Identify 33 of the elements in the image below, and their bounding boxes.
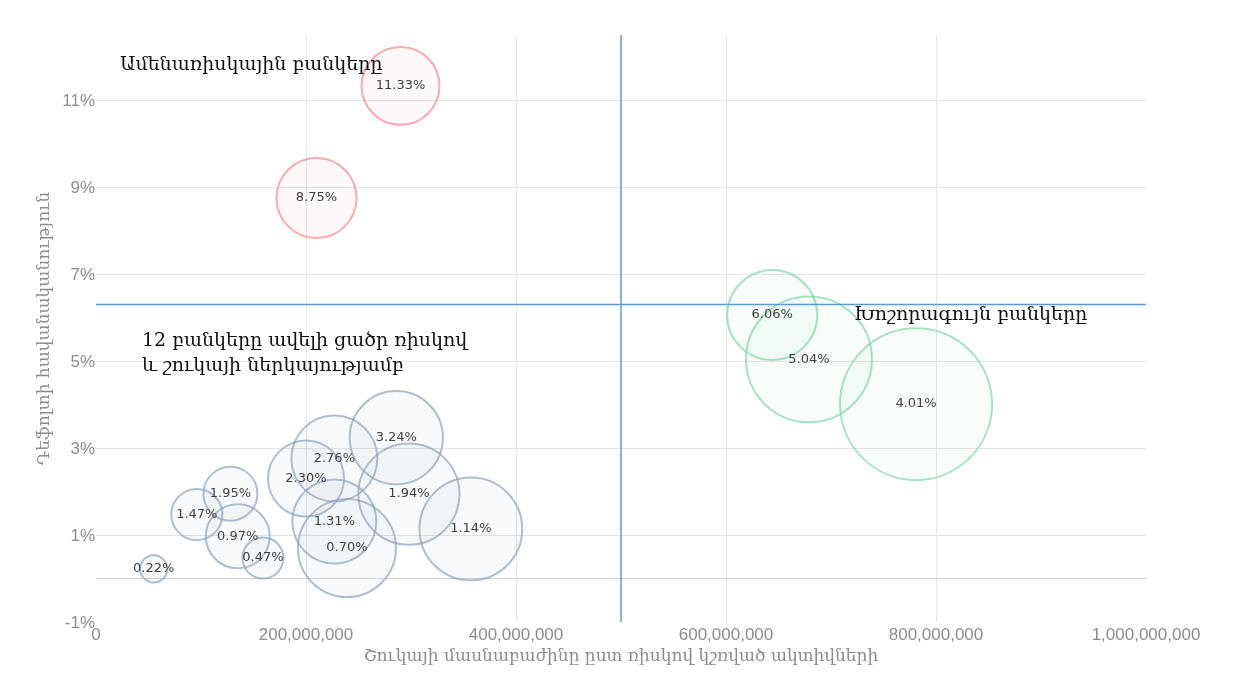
y-tick-label: 1%	[70, 525, 95, 545]
data-label: 1.14%	[450, 520, 492, 536]
y-axis-title: Դեֆոլտի հավանականություն	[32, 191, 53, 466]
y-tick-label: 7%	[70, 265, 95, 285]
y-tick-label: 3%	[70, 439, 95, 459]
y-tick-label: 9%	[70, 178, 95, 198]
data-label: 3.24%	[375, 428, 417, 444]
annotation: Խոշորագույն բանկերը	[854, 302, 1088, 324]
annotation: 12 բանկերը ավելի ցածր ռիսկով և շուկայի ներկայությամբ	[142, 328, 470, 375]
data-label: 0.70%	[326, 539, 368, 555]
y-tick-label: 11%	[62, 91, 95, 111]
x-tick-label: 800,000,000	[888, 625, 984, 644]
data-label: 8.75%	[295, 189, 338, 205]
data-label: 1.31%	[313, 512, 356, 528]
annotation: Ամենառիսկային բանկերը	[120, 52, 383, 74]
data-label: 11.33%	[375, 77, 426, 93]
data-label: 1.94%	[388, 485, 430, 501]
x-tick-label: 200,000,000	[258, 625, 354, 644]
x-tick-label: 400,000,000	[468, 625, 564, 644]
data-label: 4.01%	[895, 395, 937, 411]
x-tick-label: 1,000,000,000	[1091, 625, 1201, 644]
data-label: 2.76%	[313, 449, 356, 465]
x-tick-label: 600,000,000	[678, 625, 774, 644]
data-label: 0.47%	[242, 549, 284, 565]
data-label: 0.22%	[133, 560, 175, 576]
data-label: 5.04%	[788, 350, 830, 366]
data-label: 1.95%	[209, 484, 252, 500]
data-label: 6.06%	[751, 306, 793, 322]
data-label: 0.97%	[217, 527, 259, 543]
x-axis-title: Շուկայի մասնաբաժինը ըստ ռիսկով կշռված ակտիվների	[363, 645, 879, 666]
y-tick-label: 5%	[70, 352, 95, 372]
data-label: 1.47%	[176, 505, 218, 521]
data-label: 2.30%	[285, 469, 327, 485]
